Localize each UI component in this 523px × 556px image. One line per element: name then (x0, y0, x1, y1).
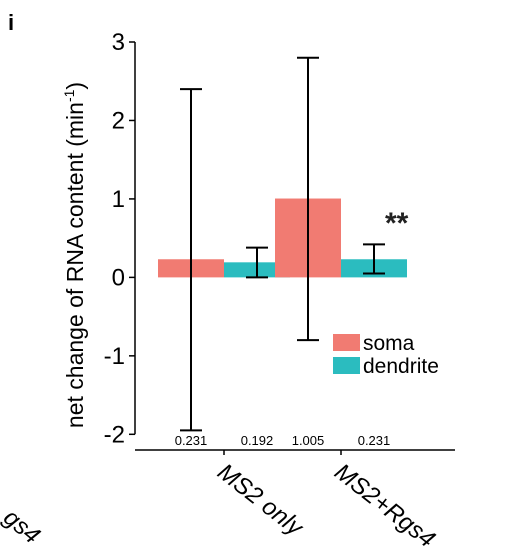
y-tick-label: -2 (104, 421, 125, 448)
y-axis-label: net change of RNA content (min-1) (61, 82, 88, 428)
cut-off-label: gs4 (0, 504, 45, 550)
value-label: 0.231 (175, 433, 208, 448)
value-labels: 0.231 0.192 1.005 0.231 (175, 433, 391, 448)
x-axis (135, 449, 455, 455)
error-bars (180, 56, 385, 432)
y-tick-label: 1 (112, 186, 125, 213)
category-labels: MS2 only MS2+Rgs4 (212, 458, 440, 553)
value-label: 0.192 (241, 433, 274, 448)
legend-swatch-dendrite (333, 357, 360, 374)
value-label: 0.231 (358, 433, 391, 448)
y-tick-label: -1 (104, 343, 125, 370)
y-axis: -2 -1 0 1 2 3 (104, 29, 136, 448)
y-tick-label: 2 (112, 107, 125, 134)
bars (158, 198, 407, 278)
legend-swatch-soma (333, 334, 360, 351)
y-tick-label: 3 (112, 29, 125, 56)
category-label: MS2+Rgs4 (329, 458, 440, 553)
legend-label-soma: soma (363, 332, 415, 355)
panel-letter: i (8, 10, 14, 35)
y-tick-label: 0 (112, 264, 125, 291)
value-label: 1.005 (292, 433, 325, 448)
category-label: MS2 only (212, 458, 309, 542)
significance-annotation: ** (385, 207, 409, 240)
legend-label-dendrite: dendrite (363, 355, 439, 378)
